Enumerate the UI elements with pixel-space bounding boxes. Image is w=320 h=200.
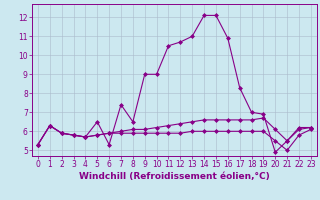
X-axis label: Windchill (Refroidissement éolien,°C): Windchill (Refroidissement éolien,°C) — [79, 172, 270, 181]
